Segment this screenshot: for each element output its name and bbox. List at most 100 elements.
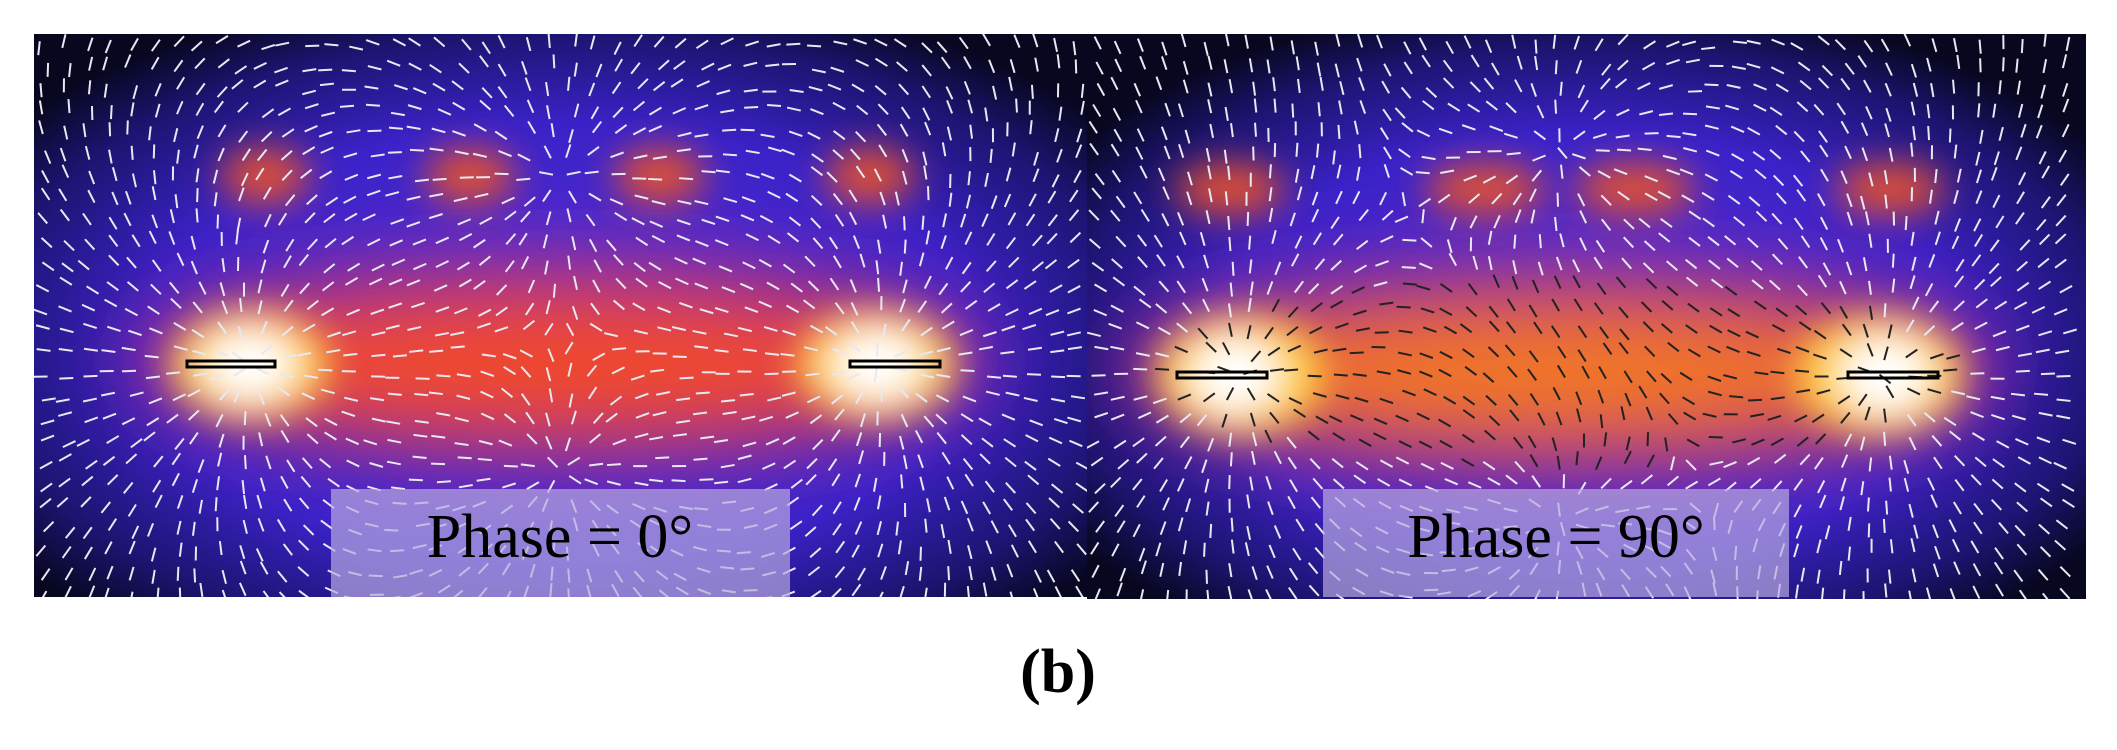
- field-arrow: [1440, 461, 1454, 470]
- field-arrow: [104, 541, 113, 555]
- field-arrow: [64, 567, 74, 581]
- field-arrow: [903, 455, 908, 470]
- field-arrow: [1207, 55, 1213, 70]
- field-arrow: [1658, 112, 1674, 116]
- field-arrow: [1953, 561, 1961, 575]
- field-arrow: [632, 100, 646, 112]
- field-arrow: [1646, 432, 1650, 447]
- field-arrow: [917, 454, 924, 469]
- field-arrow: [1177, 212, 1185, 226]
- field-arrow: [1332, 233, 1344, 246]
- field-arrow: [231, 79, 244, 90]
- field-arrow: [1225, 34, 1230, 47]
- field-arrow: [1971, 347, 1986, 354]
- field-arrow: [233, 366, 247, 377]
- field-arrow: [301, 457, 313, 470]
- field-arrow: [835, 540, 846, 554]
- field-arrow: [1067, 520, 1080, 533]
- field-arrow: [1138, 298, 1152, 309]
- field-arrow: [1209, 523, 1213, 539]
- field-arrow: [2038, 411, 2053, 417]
- field-arrow: [1581, 365, 1590, 379]
- field-arrow: [545, 435, 553, 450]
- field-arrow: [1954, 478, 1965, 492]
- field-arrow: [1484, 429, 1496, 441]
- field-arrow: [1767, 414, 1782, 421]
- field-arrow: [221, 300, 229, 315]
- field-arrow: [1727, 329, 1741, 338]
- field-arrow: [1080, 83, 1085, 98]
- field-arrow: [1816, 569, 1821, 584]
- field-arrow: [1929, 353, 1944, 360]
- field-arrow: [1993, 561, 2004, 575]
- field-arrow: [1356, 239, 1369, 250]
- field-arrow: [195, 82, 206, 96]
- field-arrow: [1927, 477, 1936, 491]
- field-arrow: [1797, 284, 1808, 297]
- field-arrow: [1952, 79, 1956, 94]
- field-arrow: [1023, 280, 1037, 290]
- field-arrow: [1793, 217, 1804, 231]
- field-arrow: [1555, 256, 1563, 271]
- field-arrow: [408, 37, 421, 47]
- field-arrow: [1800, 567, 1806, 582]
- field-arrow: [458, 484, 473, 489]
- field-arrow: [83, 546, 93, 560]
- field-arrow: [524, 302, 535, 316]
- field-arrow: [1658, 84, 1674, 90]
- field-arrow: [721, 399, 736, 403]
- field-arrow: [894, 349, 908, 358]
- field-arrow: [670, 78, 684, 88]
- field-arrow: [1531, 475, 1542, 488]
- field-arrow: [1328, 414, 1343, 423]
- field-arrow: [940, 302, 953, 314]
- field-arrow: [1001, 325, 1016, 332]
- field-arrow: [900, 106, 911, 120]
- field-arrow: [679, 376, 694, 380]
- field-arrow: [1593, 109, 1606, 121]
- field-arrow: [502, 353, 517, 360]
- field-arrow: [1679, 168, 1694, 176]
- field-arrow: [1356, 57, 1363, 72]
- field-arrow: [1048, 436, 1063, 445]
- field-arrow: [62, 440, 76, 449]
- field-arrow: [915, 392, 928, 403]
- field-arrow: [1839, 305, 1849, 319]
- field-arrow: [59, 208, 70, 222]
- field-arrow: [969, 124, 974, 139]
- field-arrow: [1095, 61, 1104, 75]
- field-arrow: [1862, 257, 1868, 272]
- field-arrow: [1013, 34, 1021, 49]
- field-arrow: [40, 434, 55, 442]
- field-arrow: [701, 62, 715, 71]
- field-arrow: [1701, 191, 1715, 201]
- field-arrow: [81, 475, 94, 487]
- field-arrow: [1995, 215, 2005, 229]
- field-arrow: [1707, 375, 1722, 383]
- field-arrow: [1207, 99, 1213, 114]
- field-arrow: [1846, 193, 1853, 208]
- field-arrow: [221, 258, 226, 273]
- field-arrow: [1033, 151, 1039, 166]
- field-arrow: [1176, 255, 1185, 269]
- field-arrow: [121, 417, 136, 426]
- field-arrow: [189, 431, 199, 445]
- field-arrow: [61, 34, 67, 49]
- field-arrow: [1230, 123, 1234, 138]
- field-arrow: [1485, 100, 1498, 111]
- field-arrow: [1029, 120, 1033, 135]
- field-arrow: [1972, 585, 1981, 599]
- field-arrow: [745, 172, 760, 179]
- field-arrow: [108, 149, 113, 164]
- field-arrow: [1948, 128, 1952, 143]
- field-arrow: [1557, 147, 1568, 160]
- field-arrow: [1512, 260, 1518, 275]
- field-arrow: [1335, 394, 1350, 400]
- field-arrow: [1975, 151, 1981, 166]
- field-arrow: [876, 521, 883, 536]
- field-arrow: [1358, 77, 1365, 91]
- field-arrow: [1618, 306, 1629, 319]
- field-arrow: [1595, 239, 1606, 253]
- field-arrow: [318, 130, 333, 138]
- field-arrow: [389, 239, 403, 247]
